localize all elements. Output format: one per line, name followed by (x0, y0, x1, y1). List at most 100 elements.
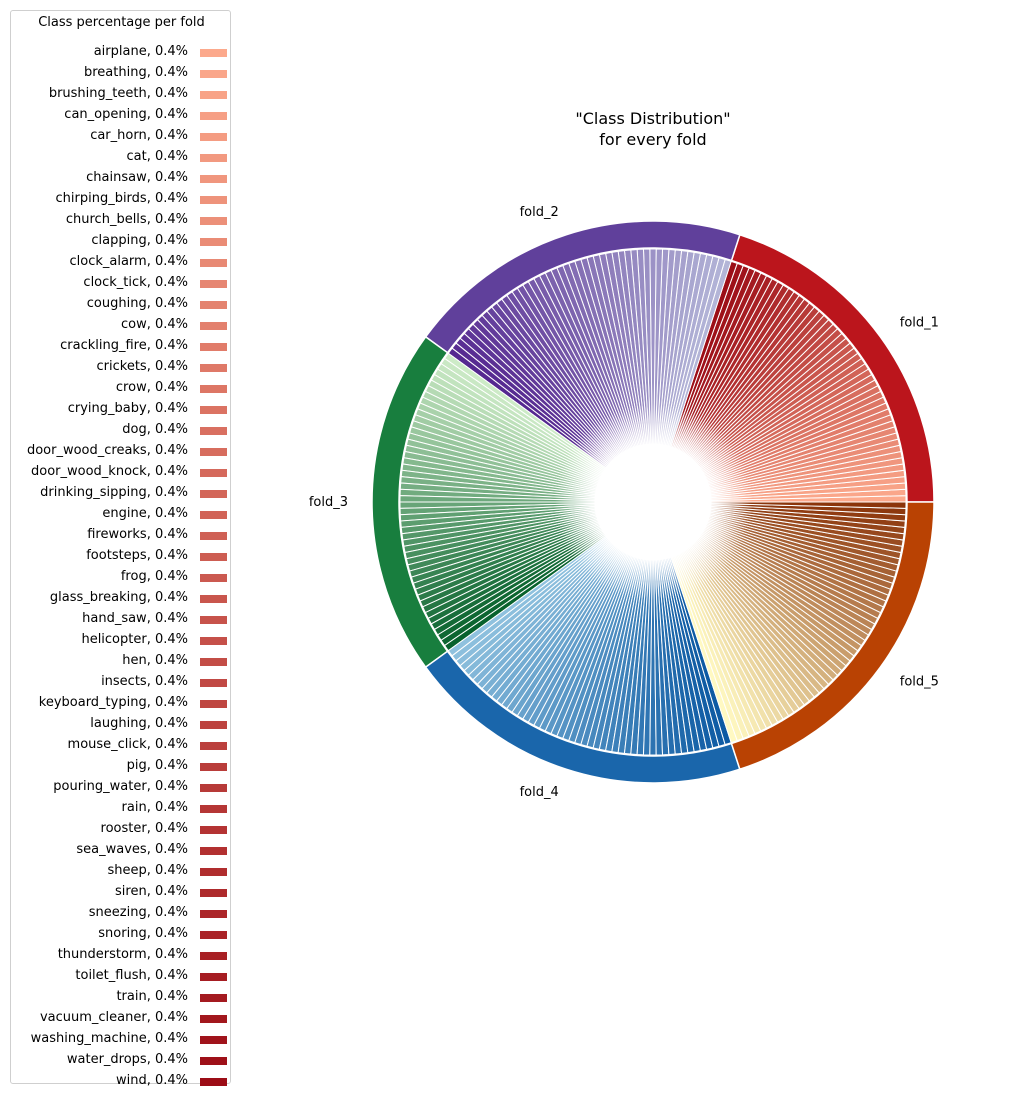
legend-swatch (200, 700, 227, 708)
legend-swatch (200, 343, 227, 351)
legend-label: church_bells, 0.4% (65, 212, 188, 227)
legend-swatch (200, 784, 227, 792)
legend-item: cow, 0.4% (11, 315, 232, 335)
legend-label: washing_machine, 0.4% (30, 1031, 188, 1046)
legend-swatch (200, 91, 227, 99)
legend-item: toilet_flush, 0.4% (11, 966, 232, 986)
legend-label: clock_alarm, 0.4% (69, 254, 188, 269)
legend-item: brushing_teeth, 0.4% (11, 84, 232, 104)
legend-item: car_horn, 0.4% (11, 126, 232, 146)
legend-swatch (200, 910, 227, 918)
legend-item: airplane, 0.4% (11, 42, 232, 62)
legend-swatch (200, 469, 227, 477)
legend-item: crackling_fire, 0.4% (11, 336, 232, 356)
legend-swatch (200, 133, 227, 141)
legend-item: can_opening, 0.4% (11, 105, 232, 125)
legend-item: mouse_click, 0.4% (11, 735, 232, 755)
legend-item: clapping, 0.4% (11, 231, 232, 251)
legend-label: clock_tick, 0.4% (83, 275, 188, 290)
legend-title: Class percentage per fold (38, 15, 205, 30)
legend-item: rooster, 0.4% (11, 819, 232, 839)
legend-swatch (200, 595, 227, 603)
legend-label: chainsaw, 0.4% (86, 170, 188, 185)
legend-swatch (200, 679, 227, 687)
legend-label: laughing, 0.4% (90, 716, 188, 731)
legend-swatch (200, 889, 227, 897)
legend-label: toilet_flush, 0.4% (75, 968, 188, 983)
legend-item: pouring_water, 0.4% (11, 777, 232, 797)
legend-label: rain, 0.4% (121, 800, 188, 815)
legend-item: siren, 0.4% (11, 882, 232, 902)
legend-item: vacuum_cleaner, 0.4% (11, 1008, 232, 1028)
legend-item: washing_machine, 0.4% (11, 1029, 232, 1049)
legend-item: snoring, 0.4% (11, 924, 232, 944)
legend-swatch (200, 154, 227, 162)
legend-swatch (200, 847, 227, 855)
legend-label: thunderstorm, 0.4% (57, 947, 188, 962)
legend-item: crying_baby, 0.4% (11, 399, 232, 419)
legend-label: snoring, 0.4% (98, 926, 188, 941)
legend-label: mouse_click, 0.4% (67, 737, 188, 752)
legend-label: dog, 0.4% (122, 422, 188, 437)
legend-item: door_wood_knock, 0.4% (11, 462, 232, 482)
legend: Class percentage per fold airplane, 0.4%… (10, 10, 232, 1088)
legend-swatch (200, 301, 227, 309)
legend-swatch (200, 1036, 227, 1044)
legend-label: door_wood_knock, 0.4% (31, 464, 188, 479)
legend-swatch (200, 637, 227, 645)
legend-item: wind, 0.4% (11, 1071, 232, 1091)
legend-item: crickets, 0.4% (11, 357, 232, 377)
legend-item: hen, 0.4% (11, 651, 232, 671)
legend-swatch (200, 196, 227, 204)
legend-swatch (200, 1078, 227, 1086)
legend-swatch (200, 616, 227, 624)
legend-item: breathing, 0.4% (11, 63, 232, 83)
legend-label: rooster, 0.4% (100, 821, 188, 836)
fold-label-fold_5: fold_5 (900, 674, 939, 689)
legend-item: insects, 0.4% (11, 672, 232, 692)
legend-item: train, 0.4% (11, 987, 232, 1007)
legend-swatch (200, 406, 227, 414)
outer-wedge-fold_5 (730, 501, 935, 771)
legend-item: chainsaw, 0.4% (11, 168, 232, 188)
legend-swatch (200, 952, 227, 960)
legend-label: can_opening, 0.4% (64, 107, 188, 122)
legend-item: helicopter, 0.4% (11, 630, 232, 650)
inner-ring (399, 248, 907, 756)
fold-labels: fold_1 fold_2 fold_3 fold_4 fold_5 (309, 205, 939, 800)
legend-label: crickets, 0.4% (96, 359, 188, 374)
legend-label: door_wood_creaks, 0.4% (26, 443, 188, 458)
legend-item: footsteps, 0.4% (11, 546, 232, 566)
legend-swatch (200, 175, 227, 183)
legend-label: crackling_fire, 0.4% (60, 338, 188, 353)
legend-item: chirping_birds, 0.4% (11, 189, 232, 209)
legend-swatch (200, 364, 227, 372)
legend-swatch (200, 1057, 227, 1065)
legend-item: clock_alarm, 0.4% (11, 252, 232, 272)
legend-label: crying_baby, 0.4% (67, 401, 188, 416)
legend-swatch (200, 217, 227, 225)
legend-item: cat, 0.4% (11, 147, 232, 167)
legend-label: insects, 0.4% (101, 674, 188, 689)
legend-swatch (200, 49, 227, 57)
legend-swatch (200, 931, 227, 939)
legend-item: sea_waves, 0.4% (11, 840, 232, 860)
fold-label-fold_3: fold_3 (309, 495, 348, 510)
legend-label: crow, 0.4% (115, 380, 188, 395)
legend-label: airplane, 0.4% (93, 44, 188, 59)
legend-item: engine, 0.4% (11, 504, 232, 524)
legend-label: hand_saw, 0.4% (82, 611, 188, 626)
outer-ring (371, 220, 935, 784)
legend-swatch (200, 721, 227, 729)
legend-item: keyboard_typing, 0.4% (11, 693, 232, 713)
legend-label: chirping_birds, 0.4% (55, 191, 189, 206)
legend-swatch (200, 427, 227, 435)
legend-item: rain, 0.4% (11, 798, 232, 818)
legend-label: coughing, 0.4% (86, 296, 188, 311)
legend-item: sneezing, 0.4% (11, 903, 232, 923)
chart-title-line-1: "Class Distribution" (575, 109, 730, 128)
legend-swatch (200, 763, 227, 771)
legend-item: coughing, 0.4% (11, 294, 232, 314)
legend-swatch (200, 742, 227, 750)
legend-swatch (200, 490, 227, 498)
